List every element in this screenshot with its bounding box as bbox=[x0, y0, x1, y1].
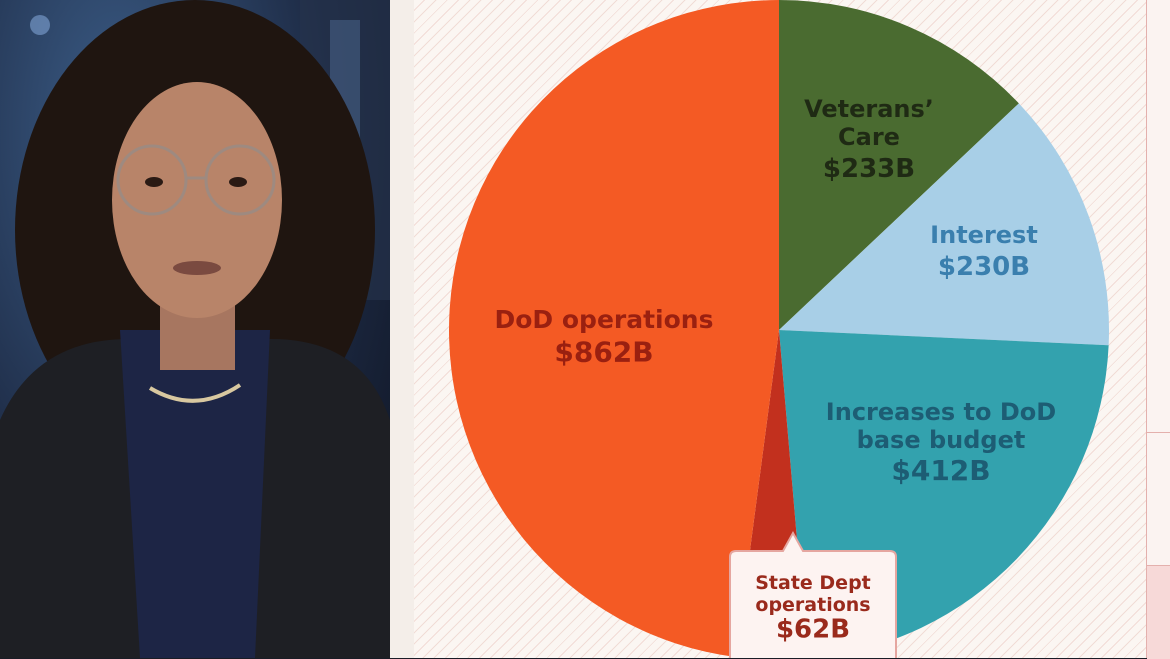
slice-value-3: $62B bbox=[776, 614, 850, 644]
panel-divider bbox=[390, 0, 415, 658]
pie-chart-panel: Veterans’ Care $233B Interest $230B Increases… bbox=[414, 0, 1146, 658]
pie-slice-0 bbox=[779, 0, 1019, 330]
slice-label-4-line-0: DoD operations bbox=[495, 305, 714, 334]
slice-label-2-line-1: base budget bbox=[857, 426, 1026, 454]
right-edge-strip bbox=[1146, 0, 1170, 659]
state-dept-callout bbox=[729, 530, 897, 658]
pie-slice-1 bbox=[779, 103, 1109, 346]
slice-label-0-line-1: Care bbox=[838, 123, 900, 151]
slice-label-3-line-1: operations bbox=[755, 594, 870, 616]
video-feed bbox=[0, 0, 390, 658]
slice-label-1-line-0: Interest bbox=[930, 221, 1038, 249]
pie-slice-4 bbox=[449, 0, 779, 658]
slice-label-2-line-0: Increases to DoD bbox=[826, 398, 1056, 426]
slice-value-4: $862B bbox=[554, 335, 653, 368]
slice-value-1: $230B bbox=[938, 252, 1030, 282]
slice-label-3-line-0: State Dept bbox=[755, 572, 871, 594]
slice-value-2: $412B bbox=[891, 454, 990, 487]
slice-value-0: $233B bbox=[823, 154, 915, 184]
slice-label-0-line-0: Veterans’ bbox=[804, 95, 934, 123]
pie-chart: Veterans’Care $233B Interest $230B Increases… bbox=[449, 0, 1109, 658]
